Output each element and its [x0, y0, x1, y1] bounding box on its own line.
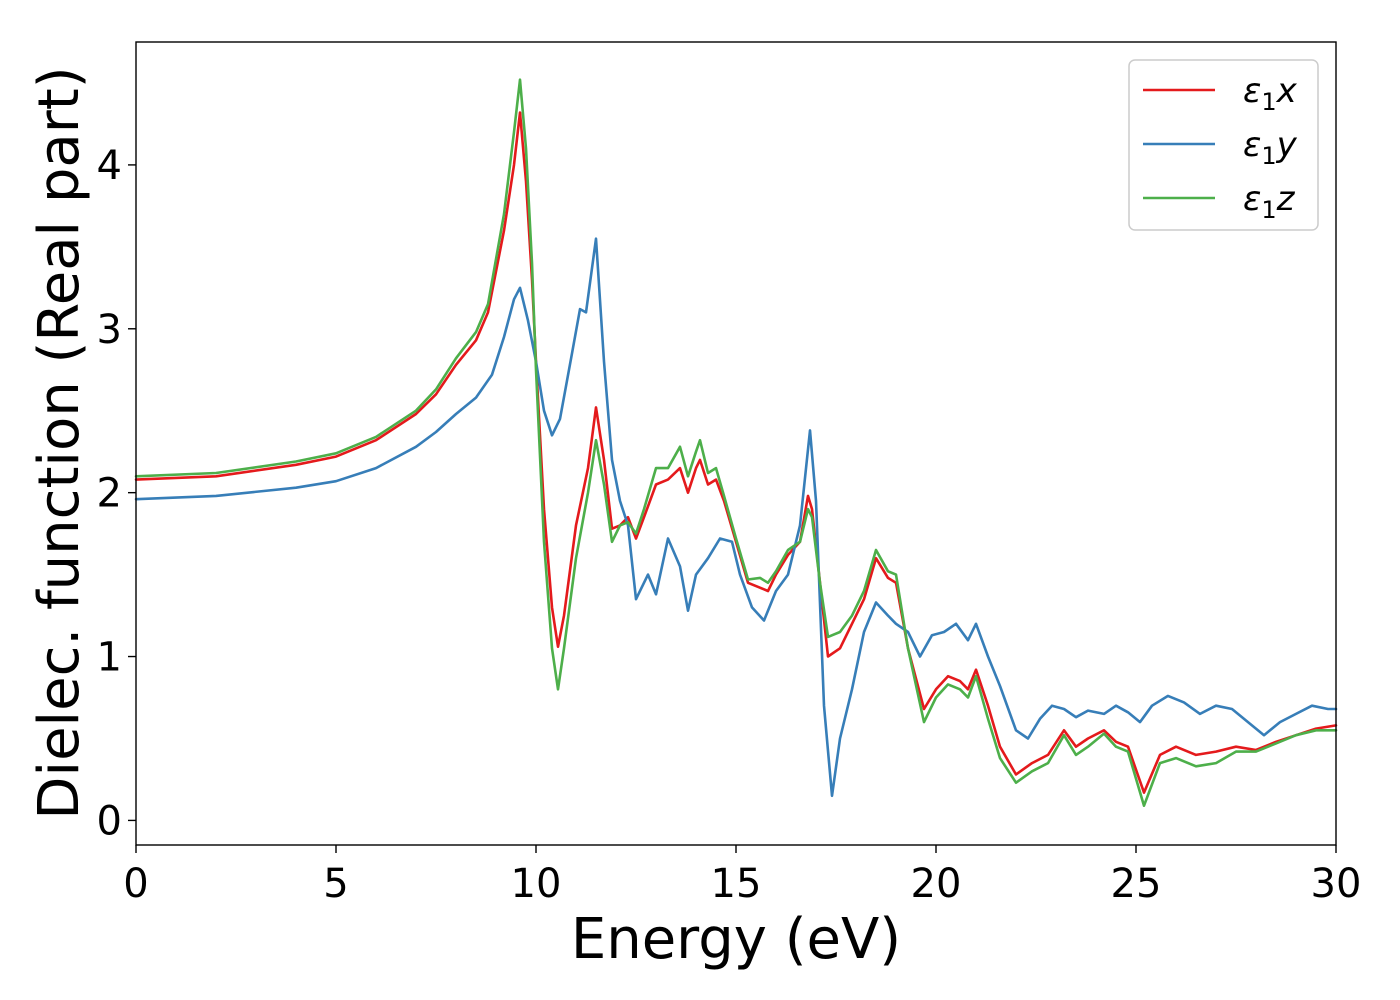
y-axis-title: Dielec. function (Real part): [27, 66, 92, 819]
x-tick-label: 25: [1111, 861, 1162, 907]
series-layer: [134, 78, 1338, 807]
legend-label-z: ε1z: [1243, 179, 1296, 224]
legend-label-y: ε1y: [1243, 125, 1298, 170]
x-tick-label: 15: [711, 861, 762, 907]
series-line-z: [134, 78, 1338, 807]
x-tick-label: 30: [1311, 861, 1362, 907]
y-tick-label: 0: [97, 798, 122, 844]
x-tick-label: 10: [511, 861, 562, 907]
y-tick-label: 1: [97, 635, 122, 681]
y-tick-label: 2: [97, 471, 122, 517]
legend-label-x: ε1x: [1243, 71, 1298, 116]
x-axis: 0 5 10 15 20 25 30: [123, 845, 1361, 907]
x-tick-label: 5: [323, 861, 348, 907]
y-tick-label: 4: [97, 143, 122, 189]
y-tick-label: 3: [97, 307, 122, 353]
x-axis-title: Energy (eV): [571, 907, 901, 972]
y-axis: 0 1 2 3 4: [97, 143, 136, 844]
legend-box: [1128, 59, 1319, 231]
legend: ε1x ε1y ε1z: [1128, 59, 1319, 231]
x-tick-label: 20: [911, 861, 962, 907]
x-tick-label: 0: [123, 861, 148, 907]
